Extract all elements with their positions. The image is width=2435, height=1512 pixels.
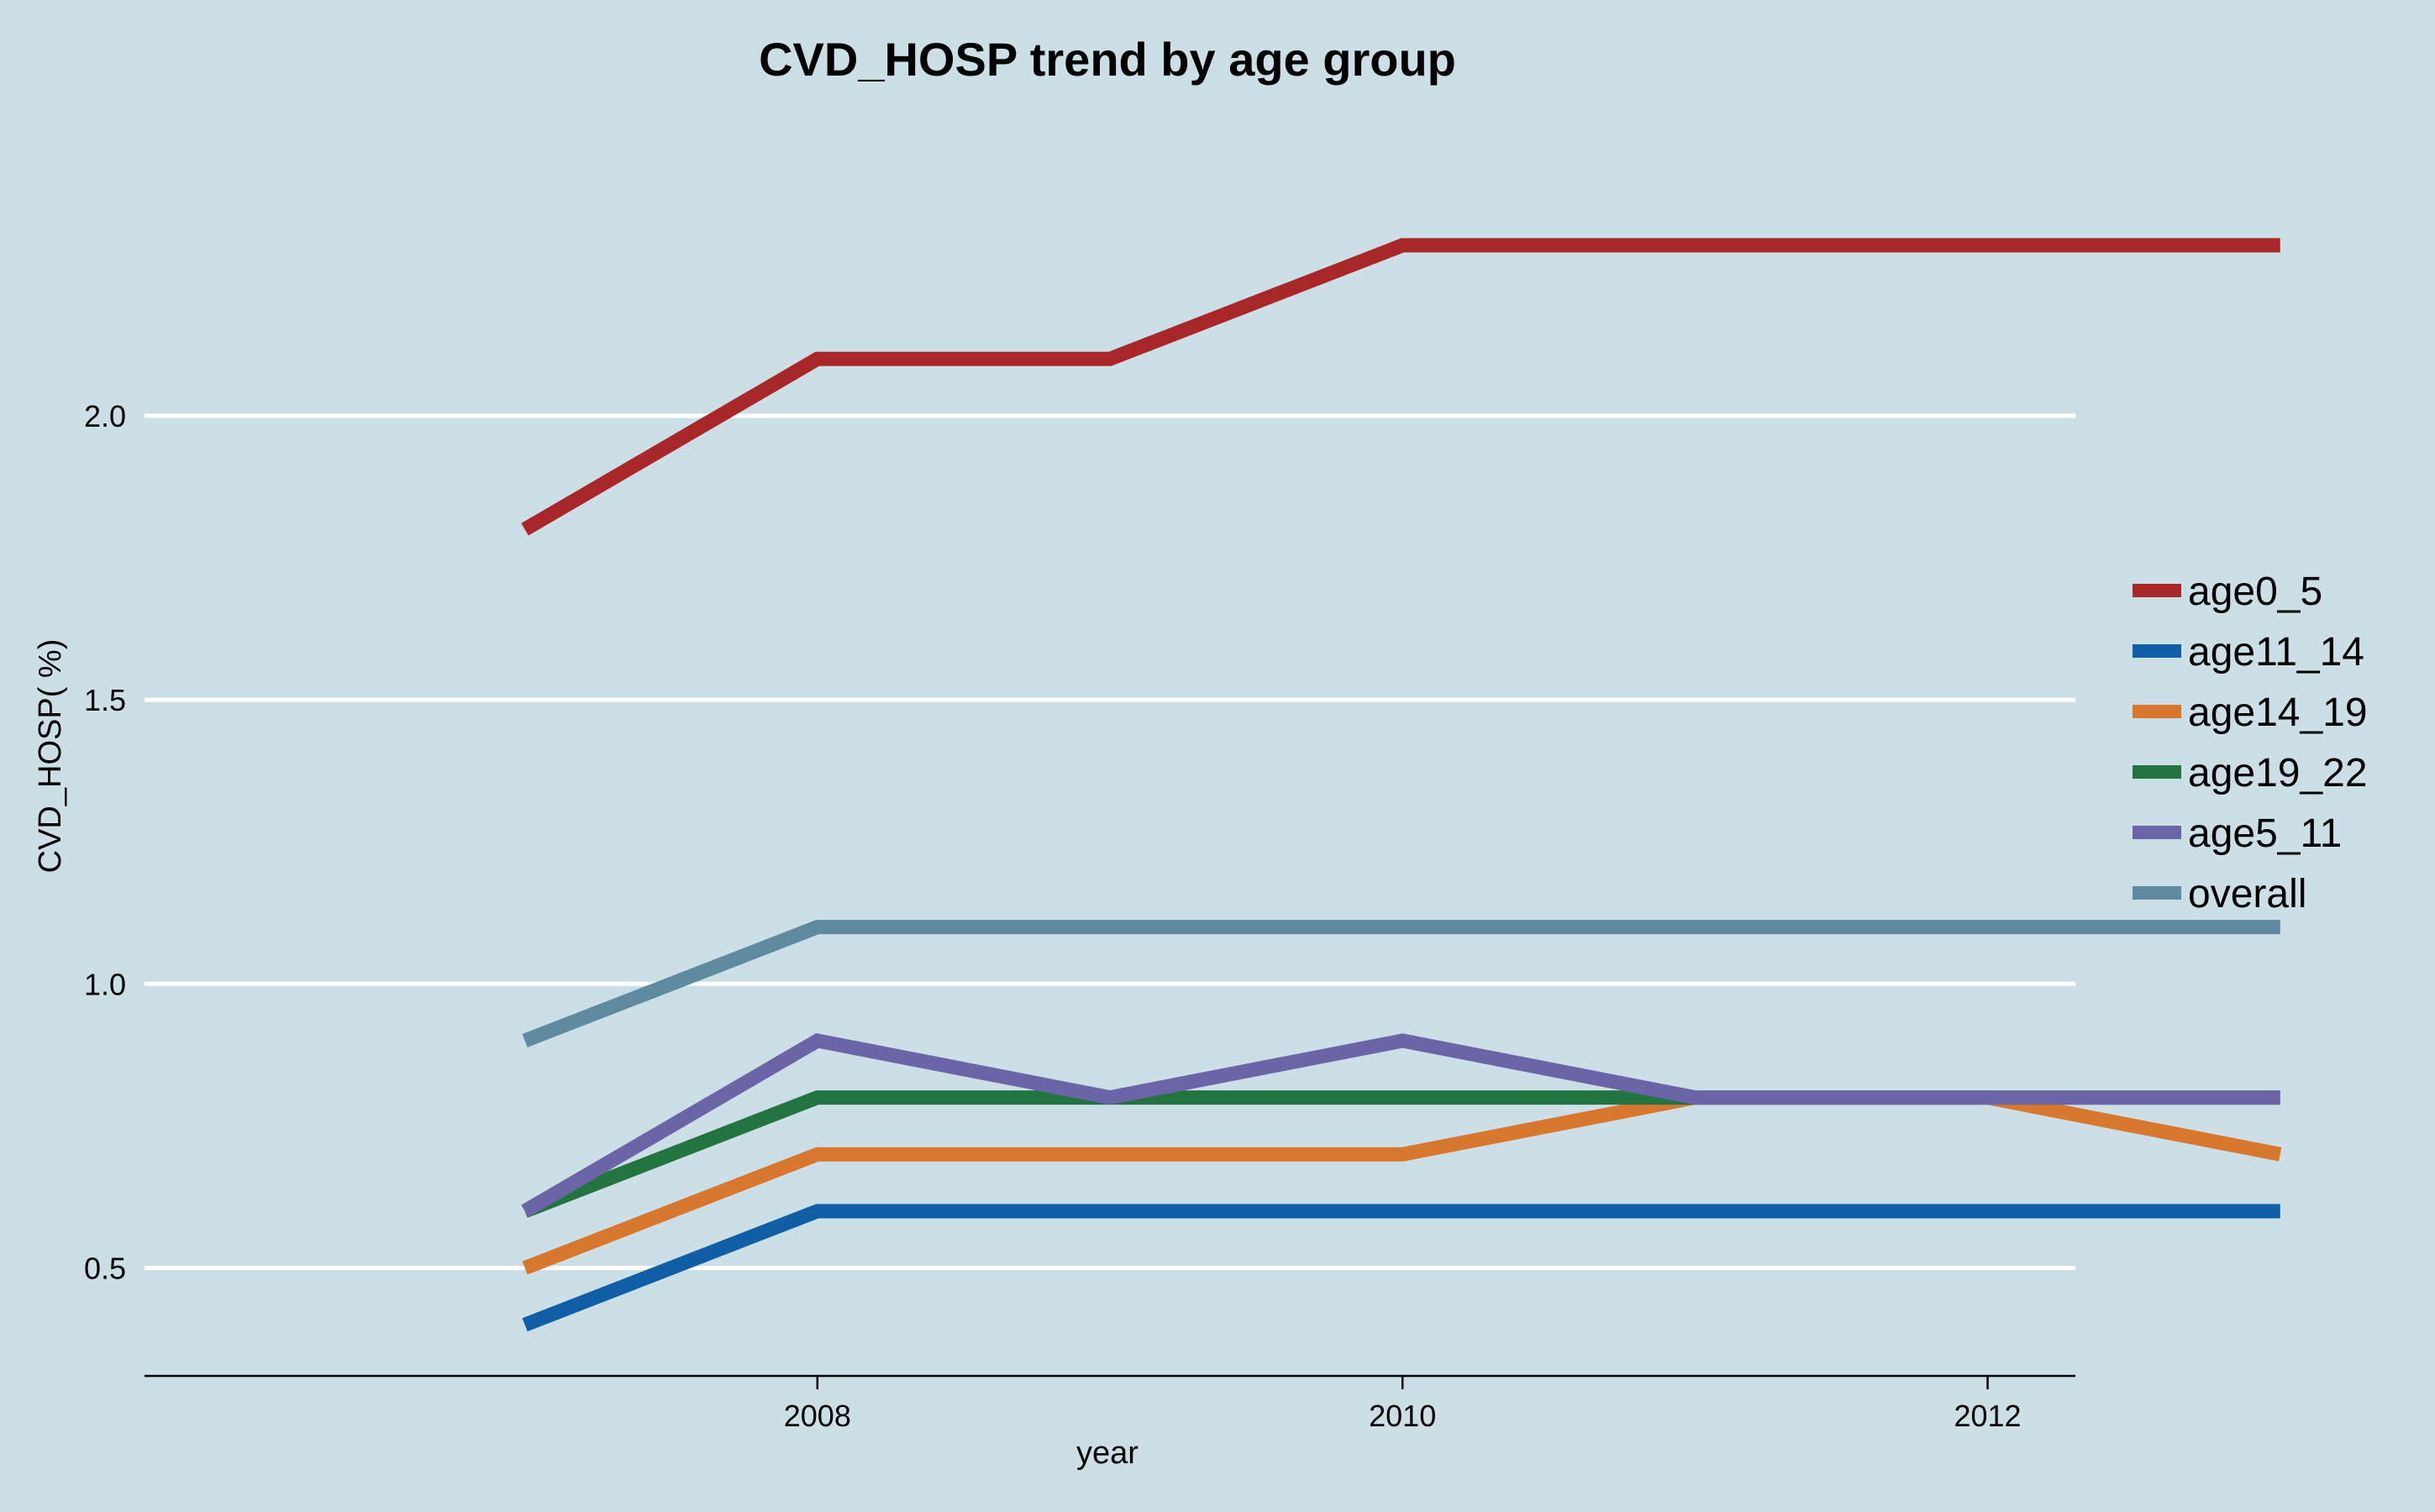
y-tick-label: 1.0 [84, 967, 126, 1001]
legend-swatch [2133, 886, 2181, 900]
x-tick-label: 2008 [784, 1399, 851, 1433]
legend-item: age14_19 [2133, 690, 2368, 735]
x-axis-label: year [1076, 1436, 1139, 1471]
legend-swatch [2133, 584, 2181, 597]
legend-swatch [2133, 826, 2181, 839]
grid-lines: 0.5 1.0 1.5 2.0 [84, 399, 2075, 1285]
legend-label: overall [2188, 872, 2306, 916]
x-axis: 2008 2010 2012 [145, 1374, 2075, 1433]
series-line-age0-5 [521, 238, 2280, 536]
legend-swatch [2133, 705, 2181, 718]
y-tick-label: 2.0 [84, 399, 126, 433]
chart-title: CVD_HOSP trend by age group [759, 33, 1456, 86]
legend-item: age0_5 [2133, 570, 2322, 614]
legend-label: age0_5 [2188, 570, 2322, 614]
y-axis-label: CVD_HOSP( %) [33, 639, 68, 874]
legend-swatch [2133, 765, 2181, 779]
legend-label: age19_22 [2188, 751, 2368, 795]
legend-item: overall [2133, 872, 2306, 916]
y-tick-label: 1.5 [84, 683, 126, 717]
legend-label: age14_19 [2188, 690, 2368, 735]
series-lines [521, 238, 2282, 1332]
series-line-age14-19 [522, 1090, 2282, 1275]
x-tick-label: 2012 [1954, 1399, 2021, 1433]
y-tick-label: 0.5 [84, 1251, 126, 1285]
legend: age0_5 age11_14 age14_19 age19_22 age5_11ove… [2133, 570, 2368, 916]
series-line-overall [522, 920, 2280, 1047]
x-tick-label: 2010 [1369, 1399, 1436, 1433]
legend-item: age11_14 [2133, 630, 2364, 675]
series-line-age11-14 [522, 1204, 2280, 1332]
legend-label: age5_11 [2188, 811, 2342, 856]
legend-item: age5_11 [2133, 811, 2342, 856]
series-line-age5-11 [521, 1032, 2280, 1218]
legend-swatch [2133, 644, 2181, 658]
legend-label: age11_14 [2188, 630, 2364, 675]
legend-item: age19_22 [2133, 751, 2368, 795]
